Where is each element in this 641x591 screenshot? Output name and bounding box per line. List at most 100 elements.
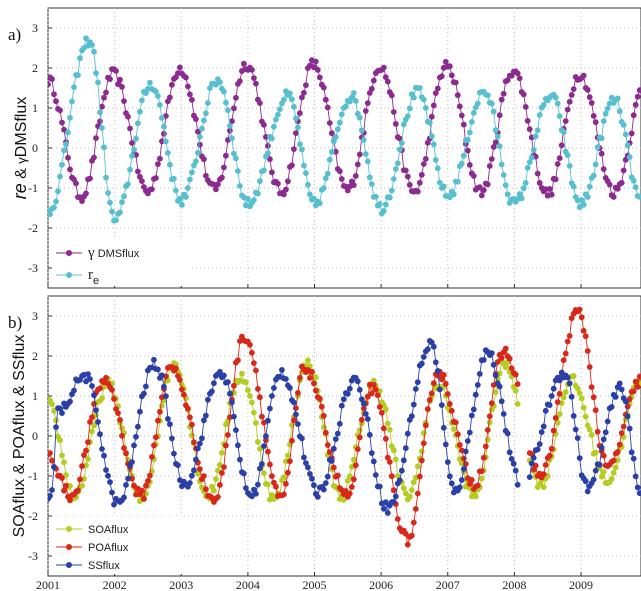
- data-point: [514, 401, 521, 407]
- data-point: [454, 92, 461, 99]
- data-point: [558, 369, 565, 376]
- data-point: [422, 105, 429, 111]
- data-point: [324, 473, 331, 480]
- data-point: [390, 498, 397, 505]
- data-point: [165, 416, 171, 422]
- data-point: [484, 427, 491, 433]
- data-point: [257, 394, 263, 401]
- data-point: [540, 471, 547, 478]
- data-point: [217, 368, 223, 375]
- data-point: [516, 75, 523, 82]
- data-point: [540, 484, 547, 490]
- data-point: [167, 161, 173, 168]
- data-point: [526, 159, 533, 166]
- data-point: [48, 493, 53, 499]
- data-point: [215, 181, 221, 188]
- data-point: [157, 102, 163, 108]
- data-point: [556, 411, 563, 418]
- data-point: [598, 473, 605, 480]
- data-point: [71, 387, 77, 394]
- data-point: [632, 378, 639, 385]
- data-point: [360, 137, 367, 143]
- data-point: [51, 91, 57, 98]
- data-point: [287, 385, 293, 391]
- data-point: [81, 452, 87, 458]
- data-point: [101, 94, 107, 101]
- data-point: [133, 433, 139, 440]
- data-point: [187, 414, 193, 421]
- data-point: [334, 430, 341, 437]
- data-point: [464, 137, 471, 143]
- data-point: [167, 421, 173, 428]
- data-point: [281, 96, 287, 103]
- data-point: [332, 148, 339, 155]
- data-point: [135, 423, 141, 430]
- data-point: [247, 393, 253, 399]
- y-tick-label: -1: [28, 181, 38, 195]
- data-point: [430, 343, 437, 350]
- data-point: [71, 84, 77, 91]
- data-point: [570, 413, 577, 419]
- data-point: [548, 445, 555, 452]
- data-point: [406, 181, 413, 188]
- data-point: [584, 348, 591, 354]
- data-point: [350, 182, 357, 189]
- data-point: [287, 458, 293, 465]
- data-point: [516, 191, 523, 197]
- data-point: [362, 411, 369, 417]
- data-point: [189, 169, 195, 176]
- data-point: [630, 177, 637, 184]
- data-point: [354, 161, 361, 168]
- legend-marker: [66, 526, 72, 532]
- data-point: [396, 146, 403, 153]
- data-point: [584, 86, 591, 93]
- data-point: [396, 477, 403, 484]
- y-tick-label: -3: [28, 261, 38, 275]
- data-point: [285, 452, 291, 459]
- data-point: [488, 400, 495, 407]
- data-point: [113, 217, 119, 224]
- data-point: [392, 166, 399, 172]
- data-point: [452, 79, 459, 86]
- data-point: [107, 199, 113, 206]
- data-point: [247, 341, 253, 348]
- data-point: [442, 58, 449, 65]
- data-point: [456, 484, 463, 491]
- data-point: [408, 413, 415, 420]
- y-tick-label: 2: [32, 61, 38, 75]
- data-point: [456, 442, 463, 448]
- x-tick-label: 2009: [569, 578, 593, 591]
- data-point: [48, 211, 53, 218]
- data-point: [231, 413, 237, 420]
- data-point: [67, 114, 73, 121]
- legend-label-main: POAflux: [88, 542, 129, 554]
- data-point: [506, 355, 513, 362]
- data-point: [432, 359, 439, 366]
- data-point: [233, 155, 239, 162]
- data-point: [259, 413, 265, 420]
- data-point: [422, 422, 429, 429]
- data-point: [370, 381, 377, 388]
- data-point: [390, 109, 397, 115]
- data-point: [129, 475, 135, 482]
- data-point: [438, 73, 445, 80]
- data-point: [360, 400, 367, 407]
- data-point: [161, 130, 167, 137]
- data-point: [201, 473, 207, 479]
- data-point: [626, 425, 633, 432]
- data-point: [322, 429, 329, 436]
- data-point: [484, 181, 491, 188]
- data-point: [233, 427, 239, 433]
- data-point: [237, 78, 243, 84]
- data-point: [175, 462, 181, 469]
- data-point: [350, 90, 357, 96]
- data-point: [554, 161, 561, 167]
- data-point: [450, 191, 457, 198]
- legend-label-sub: DMSflux: [95, 248, 140, 260]
- data-point: [602, 110, 609, 117]
- data-point: [334, 126, 341, 133]
- data-point: [634, 384, 641, 390]
- data-point: [636, 373, 641, 380]
- data-point: [554, 419, 561, 426]
